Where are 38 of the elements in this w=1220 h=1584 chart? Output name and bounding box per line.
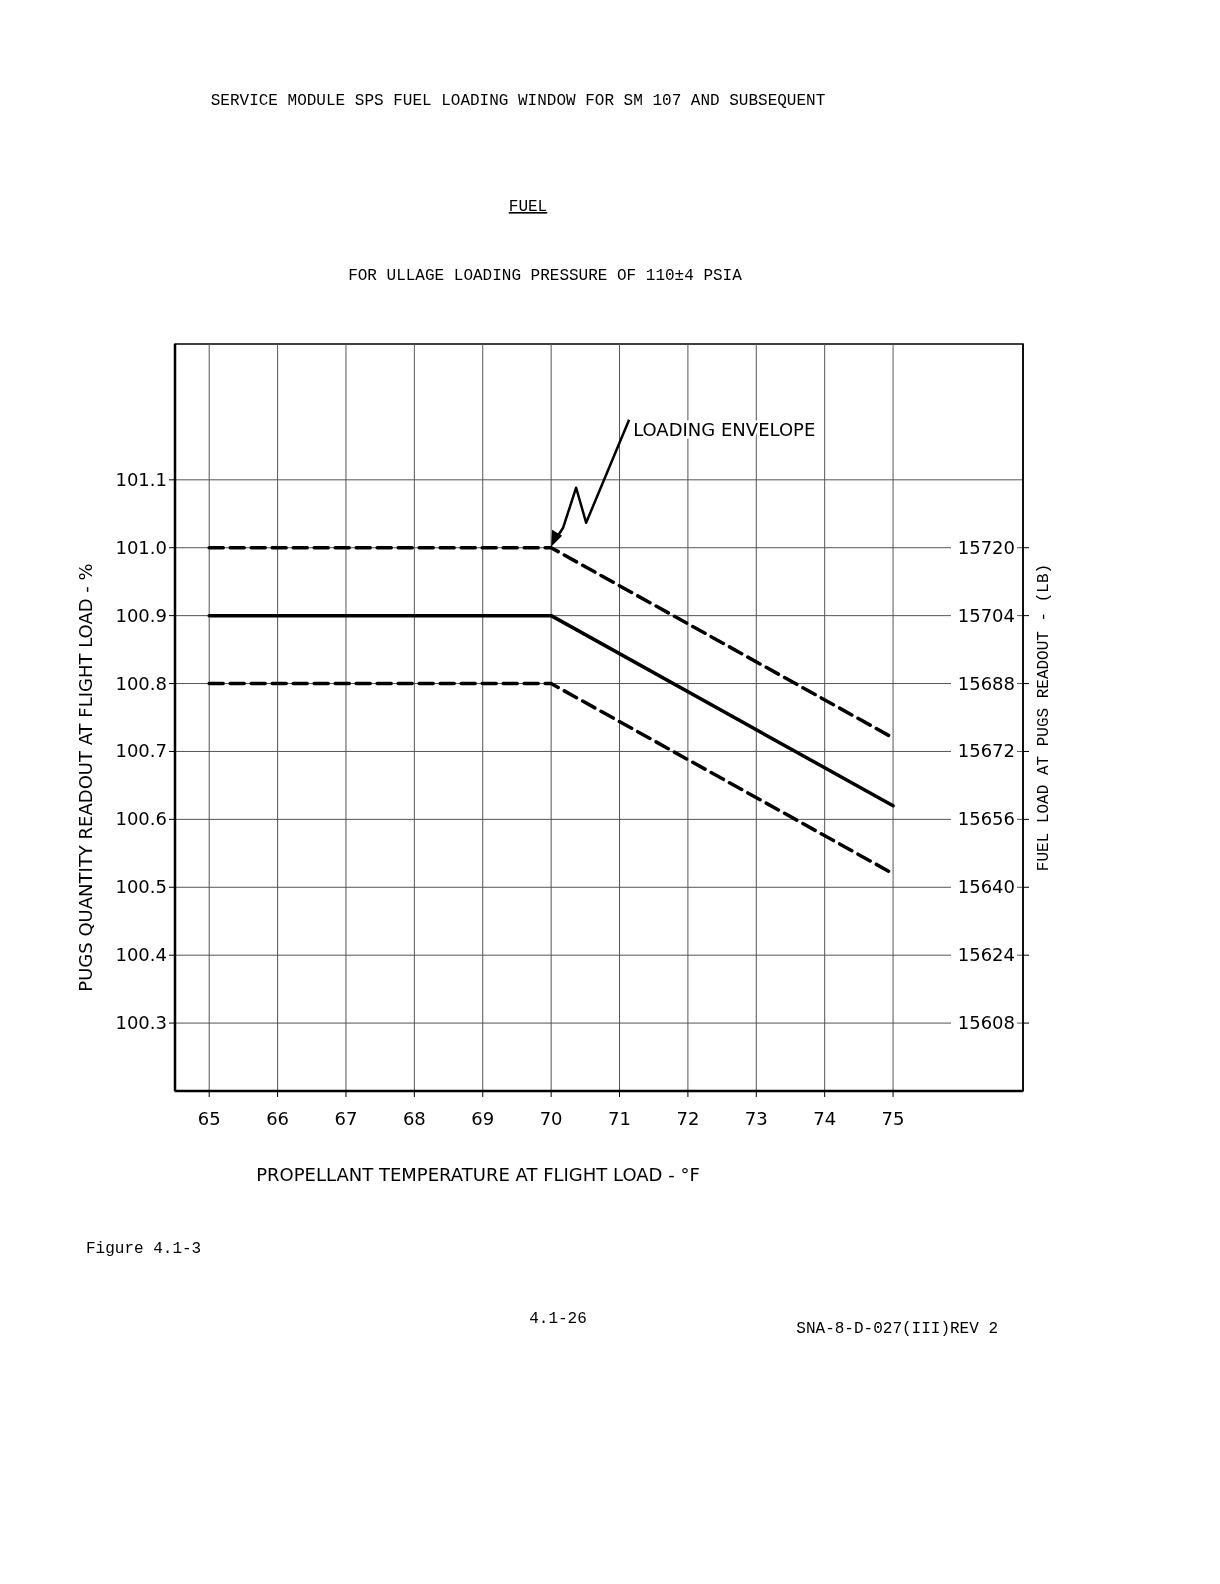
text: FOR ULLAGE LOADING PRESSURE OF 110±4 PSIA — [348, 267, 743, 285]
x-tick-label: 70 — [539, 1108, 563, 1129]
x-tick-label: 73 — [744, 1108, 768, 1129]
y2-tick-label: 15704 — [957, 604, 1015, 626]
y-tick-label: 100.5 — [115, 876, 167, 898]
y-tick-label: 100.3 — [115, 1012, 167, 1034]
y2-tick-label: 15656 — [957, 808, 1015, 830]
y2-tick-label: 15688 — [957, 672, 1015, 694]
chart-title: SERVICE MODULE SPS FUEL LOADING WINDOW FOR SM 107 AND SUBSEQUENT — [210, 92, 826, 110]
x-tick-label: 68 — [402, 1108, 426, 1129]
x-tick-label: 75 — [881, 1108, 905, 1129]
y2-tick-label: 15720 — [957, 536, 1015, 558]
y2-tick-label: 15624 — [957, 944, 1015, 966]
x-tick-label: 74 — [813, 1108, 837, 1129]
annotation: LOADING ENVELOPE — [633, 418, 816, 440]
y-tick-label: 100.9 — [115, 604, 167, 626]
y-tick-label: 101.1 — [115, 468, 167, 490]
x-tick-label: 65 — [197, 1108, 221, 1129]
y-tick-label: 100.4 — [115, 944, 167, 966]
x-tick-label: 66 — [266, 1108, 290, 1129]
x-tick-label: 67 — [334, 1108, 358, 1129]
y-tick-label: 101.0 — [115, 536, 167, 558]
y-tick-label: 100.6 — [115, 808, 167, 830]
x-axis-title: PROPELLANT TEMPERATURE AT FLIGHT LOAD - °F — [256, 1164, 700, 1185]
y-tick-label: 100.8 — [115, 672, 167, 694]
y2-axis-title: FUEL LOAD AT PUGS READOUT - (LB) — [1035, 563, 1053, 872]
y-axis-title: PUGS QUANTITY READOUT AT FLIGHT LOAD - % — [75, 563, 96, 992]
x-tick-label: 71 — [608, 1108, 631, 1129]
text: SNA-8-D-027(III)REV 2 — [796, 1320, 998, 1338]
x-tick-label: 72 — [676, 1108, 700, 1129]
x-tick-label: 69 — [471, 1108, 495, 1129]
caption: Figure 4.1-3 — [86, 1240, 202, 1258]
y2-tick-label: 15672 — [957, 740, 1015, 762]
chart-subtitle: FUEL — [508, 198, 548, 216]
y-tick-label: 100.7 — [115, 740, 167, 762]
text: 4.1-26 — [529, 1310, 587, 1328]
y2-tick-label: 15640 — [957, 876, 1015, 898]
y2-tick-label: 15608 — [957, 1012, 1015, 1034]
